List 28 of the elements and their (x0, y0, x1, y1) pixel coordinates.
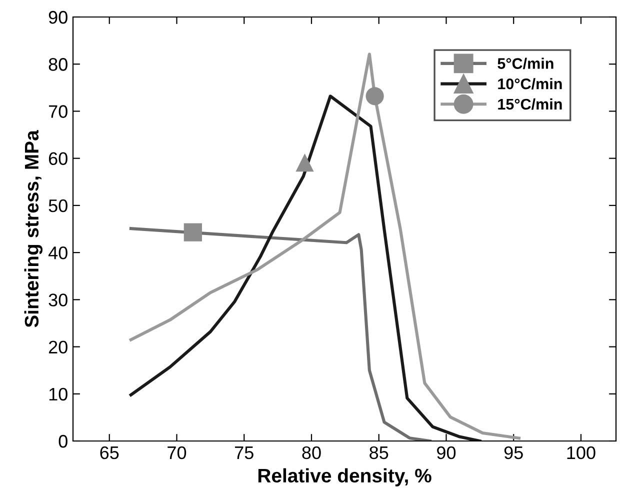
x-tick-label: 65 (100, 446, 119, 460)
y-tick-label: 0 (58, 434, 68, 448)
line-series (129, 227, 432, 441)
x-tick-label: 80 (302, 446, 321, 460)
x-tick-label: 70 (168, 446, 186, 460)
y-tick-label: 30 (48, 294, 68, 306)
x-tick-label: 85 (370, 446, 388, 460)
y-tick-label: 40 (48, 246, 68, 260)
point (184, 223, 202, 242)
y-tick-label: 20 (48, 340, 68, 354)
x-axis-title: Relative density, % (258, 468, 432, 486)
line-series (129, 94, 482, 441)
y-tick-label: 60 (48, 152, 68, 166)
legend-label: 10°C/min (498, 78, 562, 90)
y-axis-title: Sintering stress, MPa (24, 130, 42, 328)
point (366, 87, 384, 106)
x-tick-label: 75 (235, 446, 254, 460)
y-tick-label: 70 (48, 105, 68, 118)
y-tick-label: 80 (48, 58, 68, 71)
point (296, 154, 314, 172)
legend-label: 5°C/min (498, 58, 554, 70)
legend-label: 15°C/min (498, 98, 562, 110)
y-tick-label: 10 (49, 388, 68, 401)
x-tick-label: 100 (567, 446, 596, 460)
y-tick-label: 90 (48, 10, 68, 24)
y-tick-label: 50 (48, 199, 68, 212)
x-tick-label: 95 (504, 446, 523, 460)
x-tick-label: 90 (437, 446, 456, 460)
